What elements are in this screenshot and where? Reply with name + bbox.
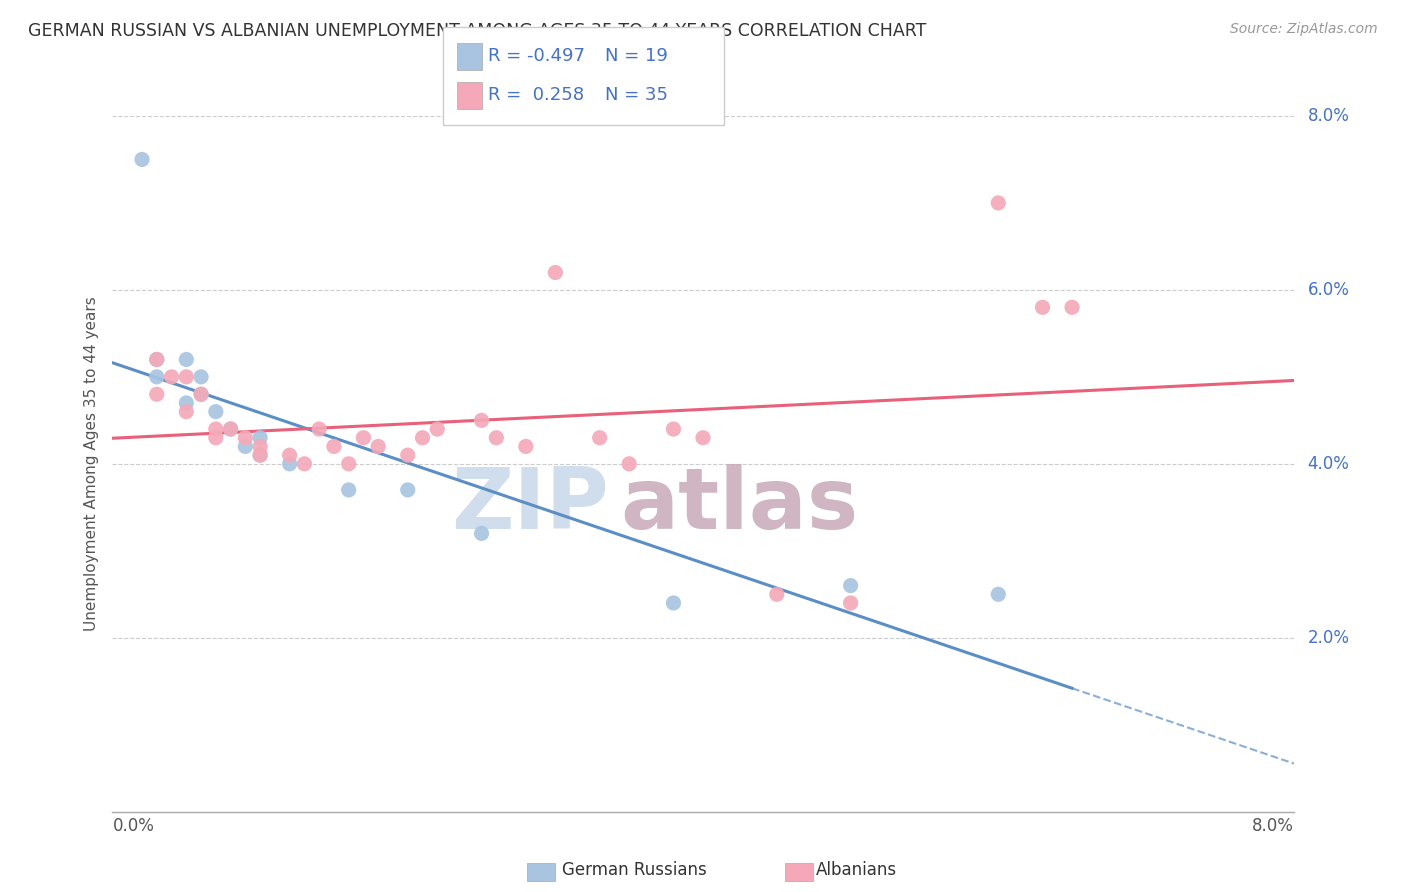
Point [249, 448, 271, 462]
Point [146, 352, 169, 367]
Point [619, 457, 641, 471]
Point [765, 587, 787, 601]
Point [662, 422, 685, 436]
Point [174, 405, 197, 419]
Point [367, 440, 389, 454]
Point [839, 579, 862, 593]
Point [515, 440, 537, 454]
Text: N = 19: N = 19 [605, 47, 668, 65]
Point [662, 596, 685, 610]
Point [471, 413, 494, 427]
Point [160, 369, 183, 384]
Point [337, 483, 360, 497]
Text: 8.0%: 8.0% [1308, 107, 1350, 125]
Point [412, 431, 434, 445]
Point [146, 369, 169, 384]
Point [190, 369, 212, 384]
Point [146, 352, 169, 367]
Text: R =  0.258: R = 0.258 [488, 87, 583, 104]
Point [205, 405, 228, 419]
Point [396, 483, 419, 497]
Point [174, 369, 197, 384]
Point [588, 431, 610, 445]
Text: 2.0%: 2.0% [1308, 629, 1350, 647]
Point [1032, 300, 1054, 315]
Point [352, 431, 374, 445]
Text: GERMAN RUSSIAN VS ALBANIAN UNEMPLOYMENT AMONG AGES 35 TO 44 YEARS CORRELATION CH: GERMAN RUSSIAN VS ALBANIAN UNEMPLOYMENT … [28, 22, 927, 40]
Point [987, 587, 1010, 601]
Text: Source: ZipAtlas.com: Source: ZipAtlas.com [1230, 22, 1378, 37]
Point [146, 387, 169, 401]
Point [233, 440, 256, 454]
Point [190, 387, 212, 401]
Text: 6.0%: 6.0% [1308, 281, 1350, 299]
Point [426, 422, 449, 436]
Text: 8.0%: 8.0% [1251, 817, 1294, 835]
Point [190, 387, 212, 401]
Point [485, 431, 508, 445]
Text: Albanians: Albanians [815, 861, 897, 879]
Point [471, 526, 494, 541]
Text: N = 35: N = 35 [605, 87, 668, 104]
Point [1062, 300, 1084, 315]
Point [323, 440, 346, 454]
Point [337, 457, 360, 471]
Point [205, 422, 228, 436]
Point [278, 457, 301, 471]
Y-axis label: Unemployment Among Ages 35 to 44 years: Unemployment Among Ages 35 to 44 years [83, 296, 98, 632]
Point [205, 431, 228, 445]
Point [233, 431, 256, 445]
Point [249, 448, 271, 462]
Point [174, 352, 197, 367]
Point [987, 195, 1010, 210]
Text: R = -0.497: R = -0.497 [488, 47, 585, 65]
Text: 4.0%: 4.0% [1308, 455, 1350, 473]
Point [839, 596, 862, 610]
Point [308, 422, 330, 436]
Text: 0.0%: 0.0% [112, 817, 155, 835]
Point [692, 431, 714, 445]
Point [278, 448, 301, 462]
Point [292, 457, 315, 471]
Point [544, 266, 567, 280]
Point [131, 153, 153, 167]
Point [174, 396, 197, 410]
Point [249, 431, 271, 445]
Text: atlas: atlas [620, 464, 859, 547]
Text: ZIP: ZIP [451, 464, 609, 547]
Point [396, 448, 419, 462]
Text: German Russians: German Russians [562, 861, 707, 879]
Point [219, 422, 242, 436]
Point [249, 440, 271, 454]
Point [219, 422, 242, 436]
